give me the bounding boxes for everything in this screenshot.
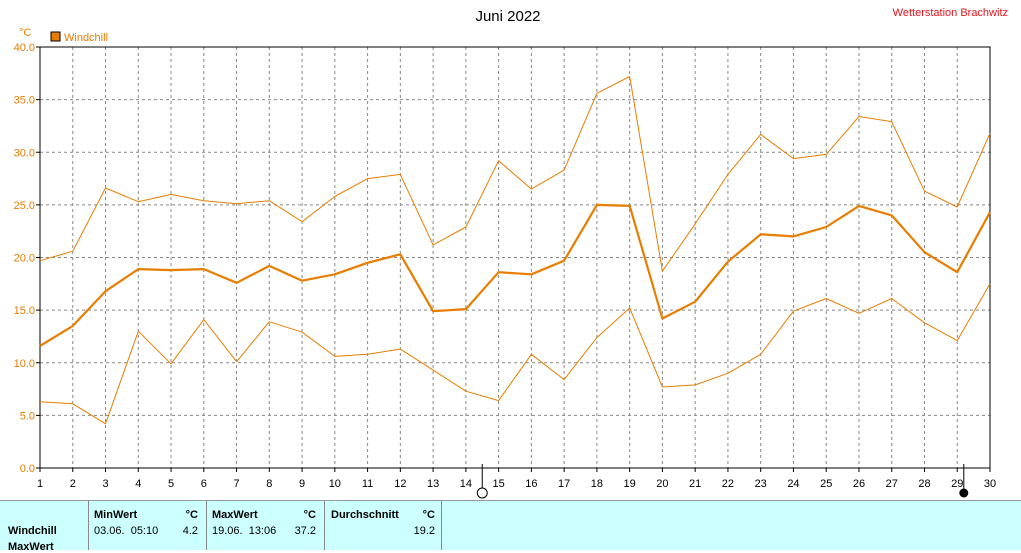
x-tick-label: 22 <box>722 478 734 490</box>
y-tick-label: 20.0 <box>14 253 35 265</box>
avg-unit: °C <box>422 509 435 521</box>
x-tick-label: 12 <box>394 478 406 490</box>
x-tick-label: 5 <box>168 478 174 490</box>
markers <box>476 464 969 499</box>
grid <box>40 47 990 468</box>
x-tick-label: 9 <box>299 478 305 490</box>
x-tick-label: 2 <box>70 478 76 490</box>
x-tick-label: 18 <box>591 478 603 490</box>
y-axis-unit: °C <box>19 27 31 39</box>
summary-row-label-2: MaxWert <box>8 541 54 553</box>
x-tick-label: 25 <box>820 478 832 490</box>
x-tick-label: 16 <box>525 478 537 490</box>
max-unit: °C <box>303 509 316 521</box>
x-tick-label: 10 <box>329 478 341 490</box>
max-value: 37.2 <box>294 525 316 537</box>
x-tick-label: 1 <box>37 478 43 490</box>
x-tick-label: 24 <box>787 478 799 490</box>
y-tick-label: 0.0 <box>20 463 35 475</box>
max-date: 19.06. 13:06 <box>212 525 277 537</box>
series-line-min <box>39 283 991 425</box>
avg-value: 19.2 <box>413 525 435 537</box>
avg-header: Durchschnitt <box>331 509 399 521</box>
y-tick-label: 5.0 <box>20 410 35 422</box>
x-tick-label: 21 <box>689 478 701 490</box>
legend-label: Windchill <box>64 32 108 44</box>
station-name: Wetterstation Brachwitz <box>893 7 1008 19</box>
min-date: 03.06. 05:10 <box>94 525 159 537</box>
summary-max-column: MaxWert °C 19.06. 13:06 37.2 <box>207 501 325 550</box>
y-tick-label: 30.0 <box>14 147 35 159</box>
x-tick-label: 17 <box>558 478 570 490</box>
min-unit: °C <box>185 509 198 521</box>
min-header: MinWert <box>94 509 138 521</box>
summary-min-column: MinWert °C 03.06. 05:10 4.2 <box>89 501 207 550</box>
x-tick-label: 13 <box>427 478 439 490</box>
summary-row-label: Windchill <box>8 525 57 537</box>
x-tick-label: 28 <box>918 478 930 490</box>
x-tick-label: 4 <box>135 478 141 490</box>
x-tick-label: 15 <box>492 478 504 490</box>
plot-frame <box>39 46 991 469</box>
y-tick-label: 10.0 <box>14 358 35 370</box>
x-tick-label: 11 <box>362 478 373 490</box>
summary-label-column: Windchill MaxWert <box>0 501 89 553</box>
summary-avg-column: Durchschnitt °C 19.2 <box>325 501 442 550</box>
x-tick-label: 3 <box>102 478 108 490</box>
min-value: 4.2 <box>182 525 198 537</box>
x-tick-label: 14 <box>460 478 472 490</box>
chart: Juni 2022 Wetterstation Brachwitz °C Win… <box>14 7 1008 499</box>
max-header: MaxWert <box>212 509 258 521</box>
series-line-max <box>39 76 991 272</box>
summary-panel: Windchill MaxWert MinWert °C 03.06. 05:1… <box>0 500 1021 553</box>
x-tick-label: 30 <box>984 478 996 490</box>
series-group <box>39 76 991 425</box>
chart-title: Juni 2022 <box>475 8 540 25</box>
full-moon-icon <box>959 488 969 498</box>
x-tick-label: 26 <box>853 478 865 490</box>
x-tick-label: 19 <box>624 478 636 490</box>
y-tick-label: 25.0 <box>14 200 35 212</box>
y-tick-label: 35.0 <box>14 95 35 107</box>
axes: 0.05.010.015.020.025.030.035.040.01 2 3 4 5 6… <box>14 42 997 490</box>
x-tick-label: 27 <box>886 478 898 490</box>
new-moon-icon <box>476 487 488 499</box>
x-tick-label: 7 <box>233 478 239 490</box>
x-tick-label: 29 <box>951 478 963 490</box>
y-tick-label: 15.0 <box>14 305 35 317</box>
x-tick-label: 20 <box>656 478 668 490</box>
x-tick-label: 23 <box>755 478 767 490</box>
legend-swatch <box>50 31 61 42</box>
y-tick-label: 40.0 <box>14 42 35 54</box>
series-line-mean <box>39 203 991 347</box>
x-tick-label: 8 <box>266 478 272 490</box>
x-tick-label: 6 <box>201 478 207 490</box>
